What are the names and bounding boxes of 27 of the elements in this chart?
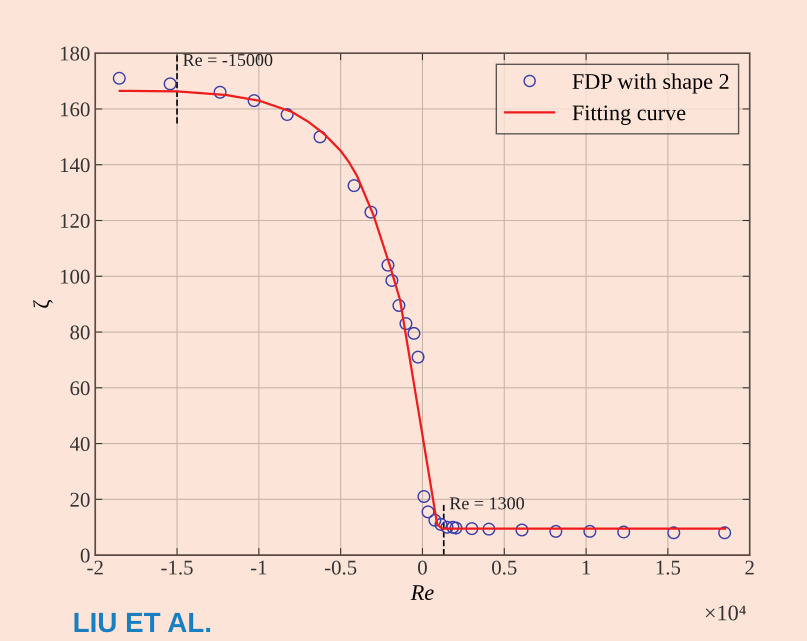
y-tick-label: 80 <box>70 325 90 340</box>
annotation: Re = -15000 <box>183 54 272 66</box>
y-tick-label: 60 <box>70 381 90 396</box>
y-tick-label: 0 <box>80 548 90 563</box>
x-tick-label: -0.5 <box>324 560 356 575</box>
legend-label: FDP with shape 2 <box>572 73 728 94</box>
x-tick-label: 0.5 <box>492 560 516 575</box>
y-tick-label: 120 <box>60 214 90 228</box>
y-tick-label: 140 <box>60 158 90 172</box>
x-tick-label: -1.5 <box>161 560 193 575</box>
y-tick-label: 160 <box>60 102 90 116</box>
y-tick-label: 180 <box>60 46 90 61</box>
y-axis-title: ζ <box>33 300 53 308</box>
y-tick-label: 20 <box>70 492 90 507</box>
x-tick-label: -1 <box>250 560 266 574</box>
legend-label: Fitting curve <box>572 105 686 125</box>
x-tick-label: -2 <box>87 560 103 574</box>
text: LIU ET AL. <box>74 612 210 632</box>
x-tick-label: 0 <box>418 560 427 575</box>
text: ×10⁴ <box>706 605 746 620</box>
x-axis-title: Re <box>410 585 434 600</box>
annotation: Re = 1300 <box>450 497 524 510</box>
x-tick-label: 2 <box>745 560 754 574</box>
y-tick-label: 40 <box>70 436 90 452</box>
x-tick-label: 1.5 <box>656 560 680 575</box>
x-tick-label: 1 <box>582 560 590 574</box>
y-tick-label: 100 <box>60 270 90 284</box>
